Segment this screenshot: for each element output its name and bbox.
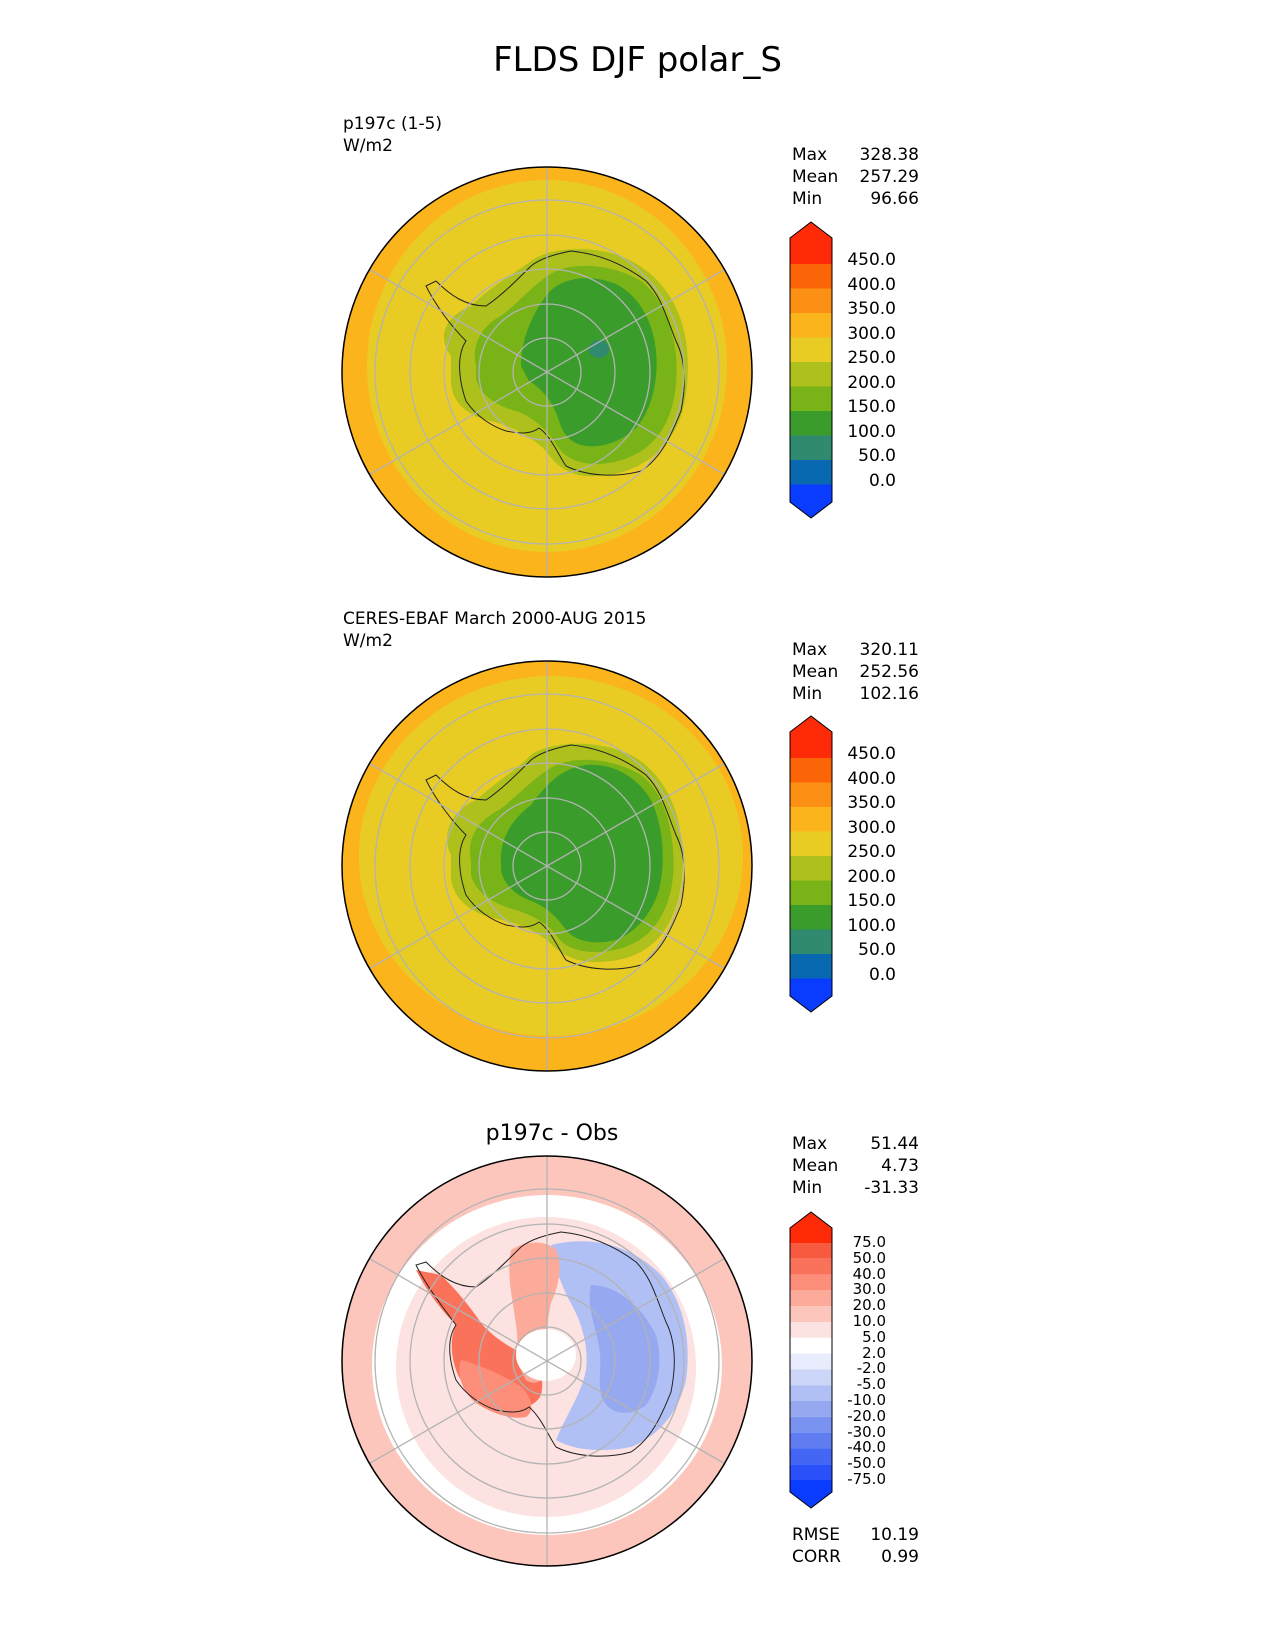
panel3-tick: -2.0 <box>856 1359 886 1378</box>
panel1-colorbar <box>789 221 833 519</box>
panel3-tick: 75.0 <box>852 1233 886 1251</box>
panel2-graticule <box>369 661 725 1071</box>
panel1-colorbar-max-arrow <box>790 222 832 264</box>
panel3-tick: 20.0 <box>852 1296 886 1315</box>
panel2-tick: 150.0 <box>847 891 896 911</box>
panel3-metric-rmse: RMSE 10.19 <box>792 1525 919 1545</box>
panel3-stat-mean: Mean 4.73 <box>792 1156 919 1176</box>
panel1-tick: 0.0 <box>868 470 896 491</box>
panel1-land-band-150 <box>521 278 657 447</box>
panel2-tick: 200.0 <box>847 866 896 887</box>
panel3-tick: 40.0 <box>852 1264 886 1283</box>
panel1-colorbar-bin-200 <box>790 362 832 387</box>
panel3-tick: -10.0 <box>847 1391 886 1409</box>
panel3-polar-map <box>341 1155 753 1567</box>
panel1-colorbar-bin-250 <box>790 337 832 362</box>
panel1-label: p197c (1-5) W/m2 <box>343 113 442 157</box>
panel2-label: CERES-EBAF March 2000-AUG 2015 W/m2 <box>343 608 646 652</box>
panel1-tick: 150.0 <box>847 397 896 417</box>
panel3-colorbar-max-arrow <box>790 1212 832 1243</box>
panel2-stat-mean: Mean 252.56 <box>792 662 919 682</box>
panel1-coastline <box>425 250 685 476</box>
panel1-tick: 50.0 <box>858 446 896 466</box>
panel2-colorbar-bin-400 <box>790 758 832 783</box>
panel1-stat-mean: Mean 257.29 <box>792 167 919 187</box>
panel2-colorbar-bin-0 <box>790 954 832 979</box>
panel1-stat-max: Max 328.38 <box>792 145 919 165</box>
panel1-colorbar-bin-350 <box>790 288 832 313</box>
panel1-tick: 350.0 <box>847 299 896 319</box>
panel1-tick: 100.0 <box>847 421 896 442</box>
panel3-coastline <box>415 1231 675 1457</box>
panel2-colorbar-bin-50 <box>790 929 832 954</box>
panel2-colorbar-bin-100 <box>790 905 832 930</box>
panel2-tick: 350.0 <box>847 793 896 813</box>
panel3-tick: -5.0 <box>856 1375 886 1394</box>
panel2-colorbar-bin-200 <box>790 856 832 881</box>
panel1-colorbar-bin-0 <box>790 460 832 485</box>
panel1-units: W/m2 <box>343 136 393 156</box>
panel3-graticule <box>369 1156 725 1566</box>
panel1-colorbar-bin-100 <box>790 411 832 436</box>
panel3-tick: -75.0 <box>847 1470 886 1488</box>
panel2-tick: 100.0 <box>847 915 896 936</box>
panel2-colorbar-max-arrow <box>790 716 832 758</box>
panel3-title: p197c - Obs <box>485 1121 619 1146</box>
panel2-units: W/m2 <box>343 631 393 651</box>
panel3-stats: Max 51.44 Mean 4.73 Min -31.33 <box>792 1133 919 1199</box>
panel2-colorbar <box>789 715 833 1013</box>
panel3-metric-corr: CORR 0.99 <box>792 1547 919 1567</box>
panel1-graticule <box>369 167 725 577</box>
panel3-tick: -20.0 <box>847 1406 886 1425</box>
panel2-stats: Max 320.11 Mean 252.56 Min 102.16 <box>792 639 919 705</box>
panel3-tick: -50.0 <box>847 1454 886 1473</box>
panel1-case-name: p197c (1-5) <box>343 114 443 134</box>
panel3-stat-min: Min -31.33 <box>792 1178 919 1198</box>
panel1-colorbar-bin-300 <box>790 313 832 338</box>
panel3-colorbar-min-arrow <box>790 1480 832 1508</box>
panel2-tick: 0.0 <box>868 964 896 985</box>
panel3-tick: 30.0 <box>852 1280 886 1299</box>
panel2-colorbar-bin-250 <box>790 831 832 856</box>
panel3-tick: -30.0 <box>847 1422 886 1441</box>
panel2-tick: 450.0 <box>847 744 896 764</box>
panel2-stat-max: Max 320.11 <box>792 640 919 660</box>
panel1-tick: 200.0 <box>847 372 896 393</box>
panel2-land-band-100 <box>500 764 663 943</box>
panel2-tick: 400.0 <box>847 768 896 789</box>
panel1-colorbar-bin-150 <box>790 386 832 411</box>
panel3-tick: 50.0 <box>852 1248 886 1267</box>
panel1-tick: 300.0 <box>847 323 896 344</box>
panel3-colorbar <box>789 1211 833 1509</box>
panel2-tick: 300.0 <box>847 817 896 838</box>
panel1-tick: 400.0 <box>847 274 896 295</box>
panel1-colorbar-bin-50 <box>790 435 832 460</box>
panel1-colorbar-min-arrow <box>790 484 832 518</box>
panel3-tick: 10.0 <box>852 1312 886 1330</box>
panel2-case-name: CERES-EBAF March 2000-AUG 2015 <box>343 609 647 629</box>
panel2-tick: 250.0 <box>847 842 896 862</box>
panel3-tick: 5.0 <box>862 1327 886 1346</box>
panel1-tick: 450.0 <box>847 250 896 270</box>
panel3-stat-max: Max 51.44 <box>792 1134 919 1154</box>
panel2-colorbar-bin-300 <box>790 807 832 832</box>
panel2-colorbar-min-arrow <box>790 978 832 1012</box>
panel3-metrics: RMSE 10.19 CORR 0.99 <box>792 1524 919 1568</box>
panel1-colorbar-bin-400 <box>790 264 832 289</box>
panel2-colorbar-bin-150 <box>790 880 832 905</box>
panel2-tick: 50.0 <box>858 940 896 960</box>
panel3-tick: -40.0 <box>847 1438 886 1457</box>
figure-title: FLDS DJF polar_S <box>493 40 782 80</box>
panel1-tick: 250.0 <box>847 348 896 368</box>
panel1-stat-min: Min 96.66 <box>792 189 919 209</box>
panel3-tick: 2.0 <box>862 1343 886 1362</box>
panel1-stats: Max 328.38 Mean 257.29 Min 96.66 <box>792 144 919 210</box>
panel2-colorbar-bin-350 <box>790 782 832 807</box>
panel2-polar-map <box>341 660 753 1072</box>
panel2-stat-min: Min 102.16 <box>792 684 919 704</box>
panel1-polar-map <box>341 166 753 578</box>
panel3-red-peninsula <box>416 1270 543 1408</box>
panel2-coastline <box>425 744 685 970</box>
